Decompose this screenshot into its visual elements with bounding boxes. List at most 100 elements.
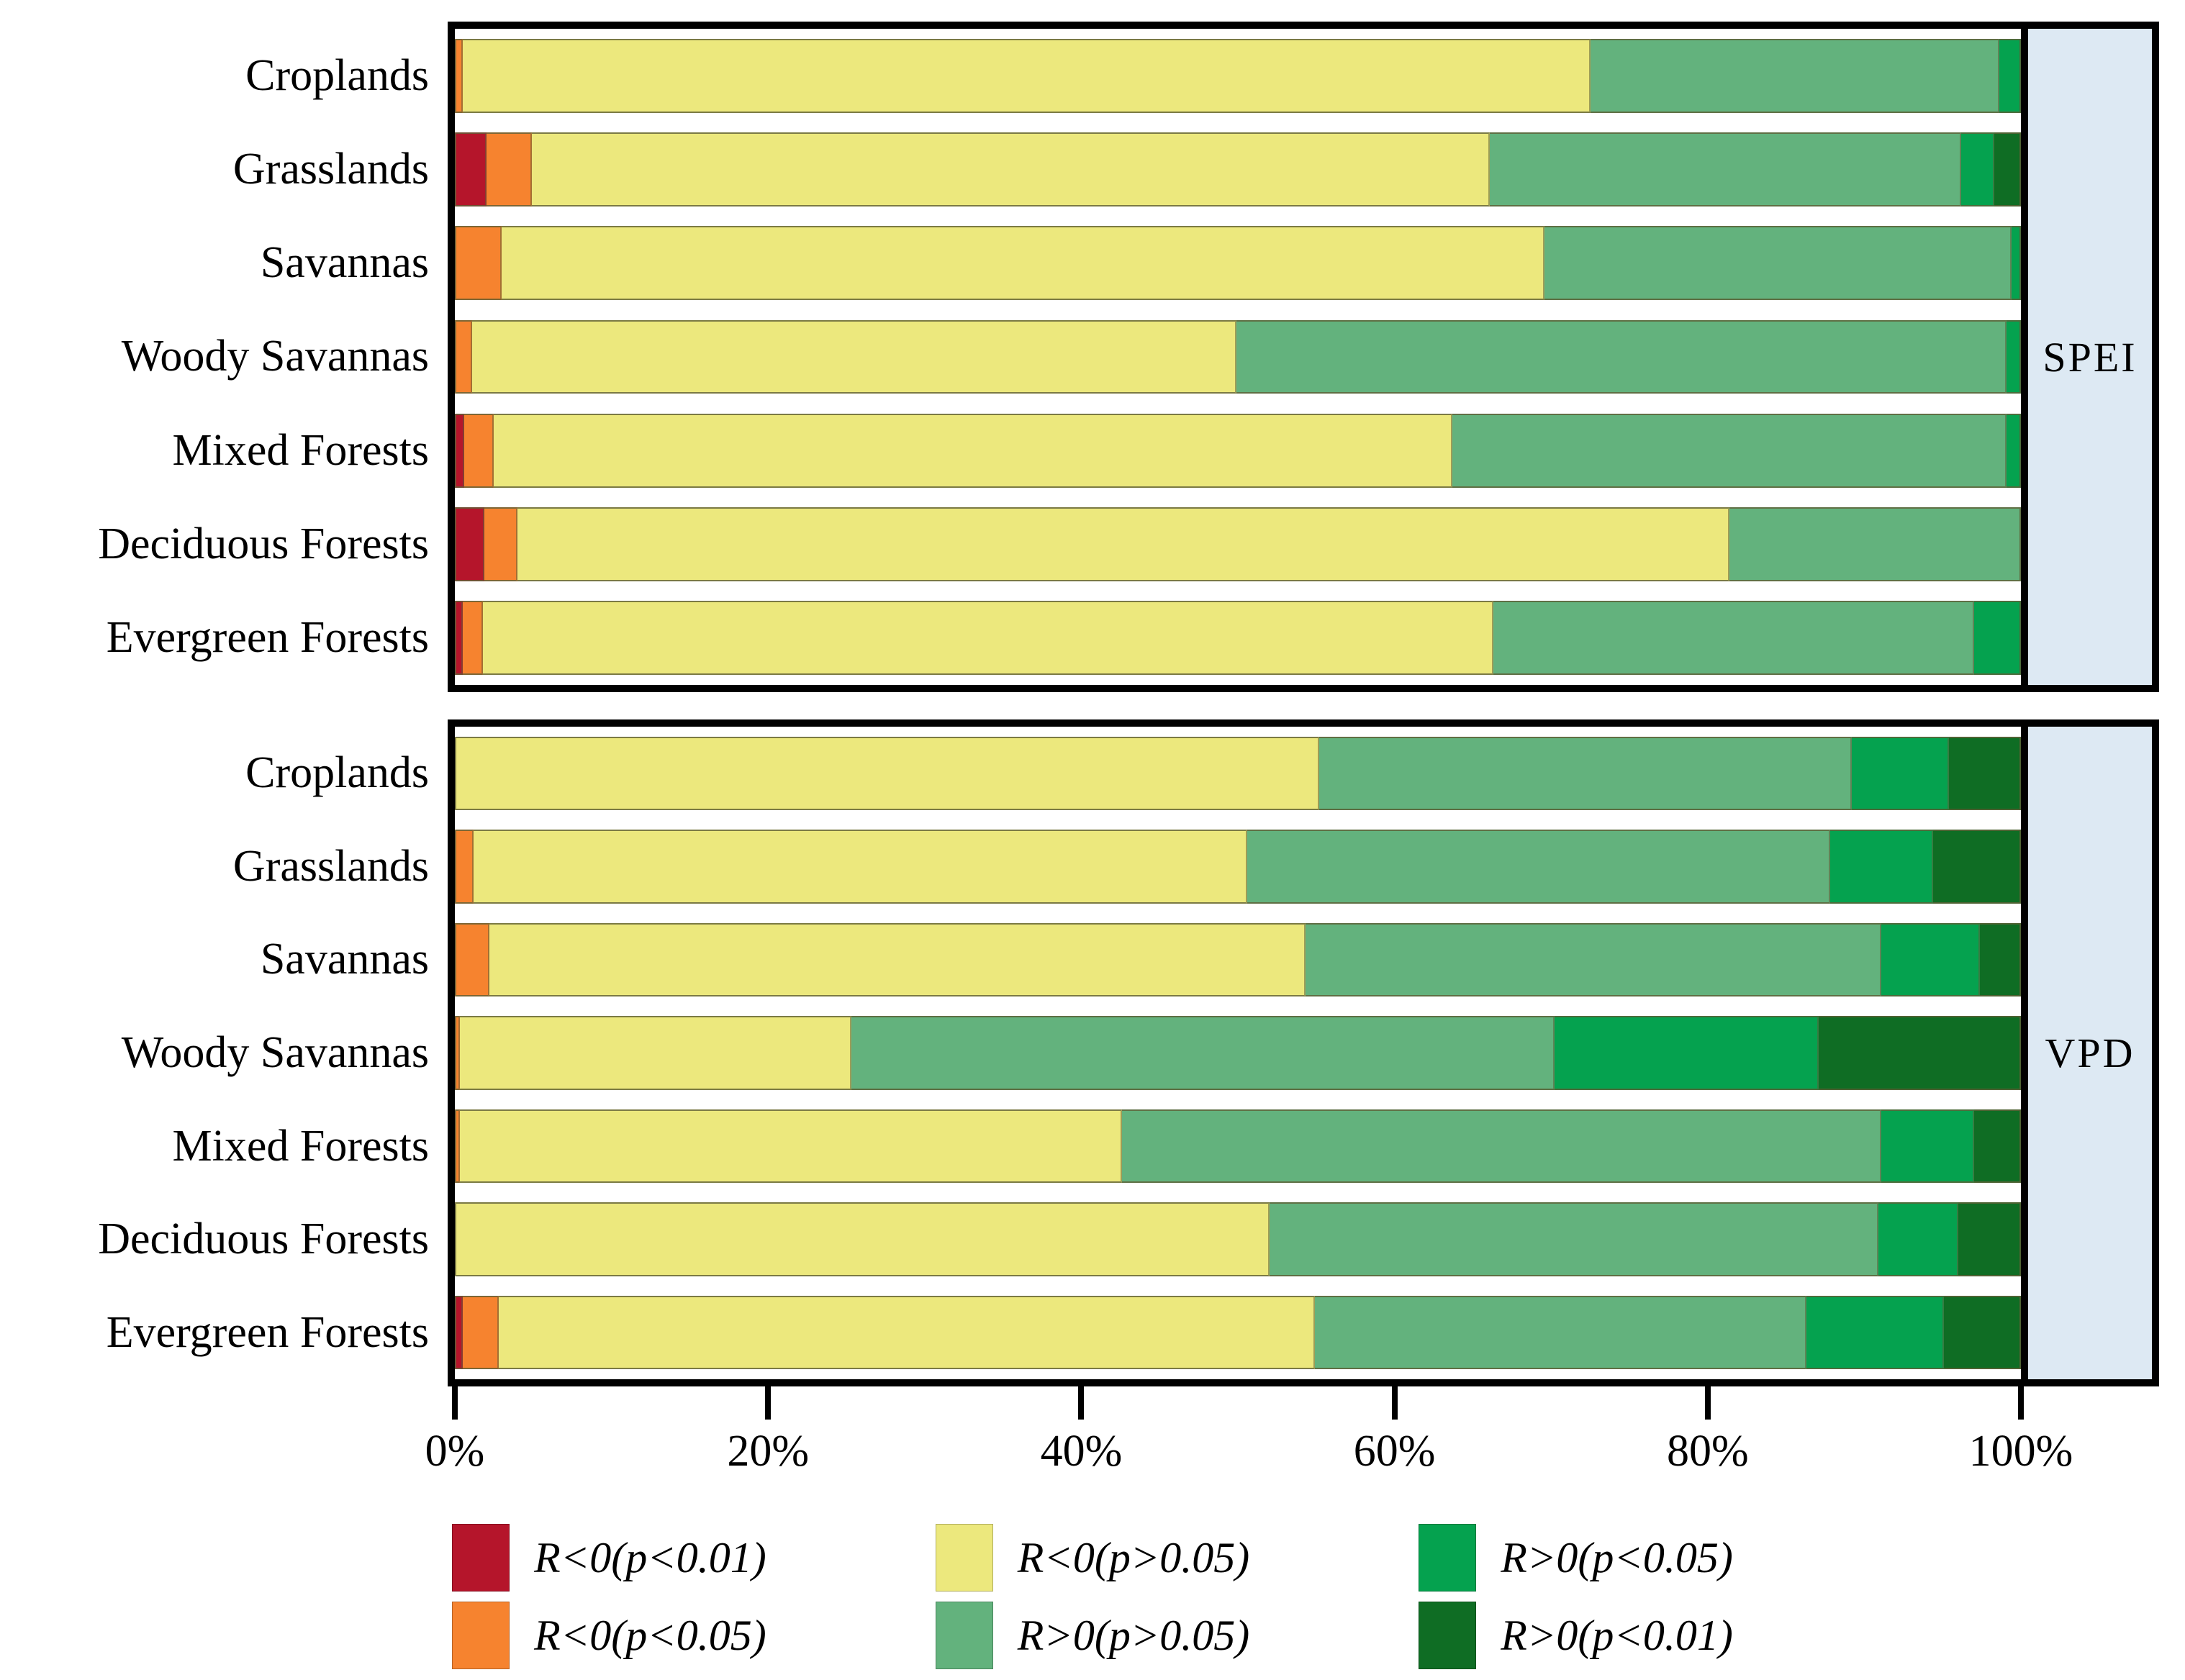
category-label: Savannas [260, 935, 429, 984]
bar-segment [1269, 1202, 1878, 1276]
bar-segment [464, 413, 494, 488]
category-label: Deciduous Forests [98, 519, 429, 569]
stacked-bar [455, 38, 2021, 113]
legend-swatch [1419, 1602, 1477, 1669]
category-label: Evergreen Forests [106, 613, 429, 663]
stacked-bar [455, 922, 2021, 997]
bar-segment [1881, 1109, 1974, 1184]
category-label: Woody Savannas [121, 1027, 429, 1077]
category-label: Grasslands [232, 144, 429, 194]
plot-area-vpd [448, 719, 2028, 1386]
legend-item: R>0(p<0.05) [1419, 1524, 1733, 1592]
legend-swatch [935, 1602, 993, 1669]
stacked-bar [455, 1016, 2021, 1090]
axis-tick [452, 1386, 458, 1420]
bar-segment [1878, 1202, 1958, 1276]
panel-label-box-vpd: VPD [2021, 719, 2159, 1386]
bar-segment [494, 413, 1453, 488]
bar-segment [459, 1109, 1122, 1184]
bar-segment [1806, 1296, 1945, 1370]
bar-segment [1121, 1109, 1882, 1184]
legend-item: R<0(p<0.01) [452, 1524, 766, 1592]
bar-segment [1729, 507, 2021, 582]
category-label: Mixed Forests [172, 425, 430, 475]
category-label: Woody Savannas [121, 332, 429, 381]
category-label: Croplands [245, 748, 429, 798]
category-labels-vpd: Croplands Grasslands Savannas Woody Savanna… [0, 727, 429, 1379]
bar-segment [1247, 830, 1830, 904]
panel-label-spei: SPEI [2042, 333, 2138, 381]
bar-segment [1851, 736, 1949, 810]
bar-segment [1829, 830, 1934, 904]
bar-segment [1554, 1016, 1819, 1090]
bar-segment [1305, 922, 1882, 997]
bar-segment [471, 319, 1236, 394]
axis-tick [1391, 1386, 1398, 1420]
bar-segment [1819, 1016, 2021, 1090]
axis-tick-label: 80% [1666, 1427, 1749, 1476]
legend: R<0(p<0.01) R<0(p<0.05) R<0(p>0.05) R>0(p>0… [0, 1524, 2185, 1669]
legend-swatch [452, 1524, 510, 1592]
legend-label: R<0(p<0.01) [534, 1533, 766, 1581]
bar-segment [484, 507, 518, 582]
stacked-bar [455, 1109, 2021, 1184]
legend-column: R<0(p>0.05) R>0(p>0.05) [935, 1524, 1250, 1669]
bar-segment [1973, 1109, 2021, 1184]
bar-segment [459, 1016, 851, 1090]
stacked-bar [455, 1202, 2021, 1276]
category-label: Croplands [245, 50, 429, 100]
bar-segment [455, 38, 463, 113]
axis-tick-label: 100% [1968, 1427, 2073, 1476]
legend-item: R<0(p<0.05) [452, 1602, 766, 1669]
bar-segment [455, 601, 463, 676]
stacked-bar [455, 736, 2021, 810]
bar-segment [455, 830, 474, 904]
legend-item: R>0(p<0.01) [1419, 1602, 1733, 1669]
bar-segment [489, 922, 1306, 997]
bar-segment [1973, 601, 2021, 676]
stacked-bar [455, 601, 2021, 676]
bar-segment [1544, 226, 2012, 301]
bar-segment [455, 226, 502, 301]
bar-segment [455, 319, 472, 394]
bar-segment [455, 1296, 463, 1370]
axis-tick [765, 1386, 772, 1420]
legend-item: R>0(p>0.05) [935, 1602, 1249, 1669]
bar-segment [486, 132, 532, 206]
bar-segment [1493, 601, 1974, 676]
bar-segment [851, 1016, 1555, 1090]
bar-segment [1999, 38, 2021, 113]
bar-segment [1933, 830, 2021, 904]
axis-tick [1704, 1386, 1711, 1420]
bar-segment [1994, 132, 2021, 206]
bar-segment [462, 38, 1591, 113]
bar-segment [455, 922, 489, 997]
legend-column: R>0(p<0.05) R>0(p<0.01) [1419, 1524, 1733, 1669]
bars-vpd [455, 727, 2021, 1379]
stacked-bar [455, 830, 2021, 904]
bars-spei [455, 29, 2021, 685]
bar-segment [517, 507, 1730, 582]
category-labels-spei: Croplands Grasslands Savannas Woody Savanna… [0, 29, 429, 685]
legend-label: R>0(p<0.05) [1501, 1533, 1733, 1581]
axis-tick-label: 40% [1040, 1427, 1123, 1476]
legend-label: R>0(p<0.01) [1501, 1611, 1733, 1659]
bar-segment [455, 132, 487, 206]
stacked-bar [455, 132, 2021, 206]
bar-segment [455, 1109, 460, 1184]
category-label: Evergreen Forests [106, 1307, 429, 1357]
legend-item: R<0(p>0.05) [935, 1524, 1250, 1592]
legend-label: R<0(p>0.05) [1017, 1533, 1250, 1581]
bar-segment [1452, 413, 2007, 488]
stacked-bar [455, 226, 2021, 301]
axis-tick [2018, 1386, 2024, 1420]
bar-segment [1980, 922, 2021, 997]
axis-tick-label: 60% [1353, 1427, 1436, 1476]
bar-segment [502, 226, 1545, 301]
bar-segment [455, 1016, 460, 1090]
bar-segment [455, 736, 1320, 810]
bar-segment [1944, 1296, 2021, 1370]
bar-segment [455, 507, 485, 582]
bar-segment [1881, 922, 1981, 997]
